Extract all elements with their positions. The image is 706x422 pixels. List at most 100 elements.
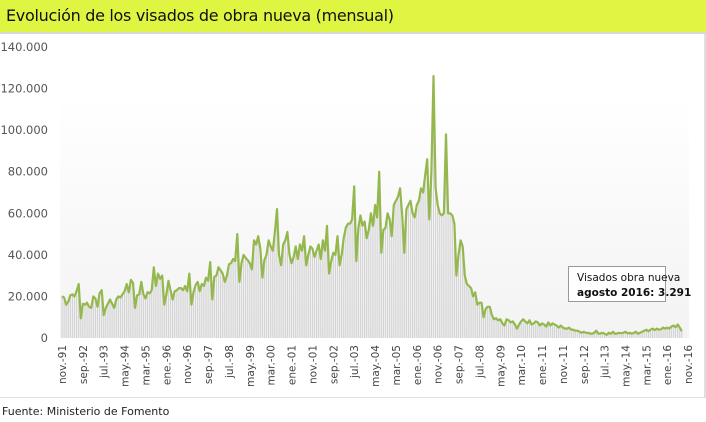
month-bar (130, 279, 132, 338)
month-bar (88, 306, 90, 338)
month-bar (393, 204, 395, 338)
month-bar (395, 200, 397, 338)
month-bar (466, 283, 468, 338)
month-bar (190, 304, 192, 338)
month-bar (334, 254, 336, 338)
month-bar (257, 236, 259, 338)
chart-title: Evolución de los visados de obra nueva (… (6, 6, 394, 25)
month-bar (324, 250, 326, 338)
month-bar (176, 290, 178, 338)
month-bar (374, 204, 376, 338)
month-bar (585, 332, 587, 338)
month-bar (397, 196, 399, 338)
source-note: Fuente: Ministerio de Fomento (2, 405, 170, 418)
month-bar (282, 244, 284, 338)
month-bar (228, 264, 230, 338)
month-bar (172, 299, 174, 338)
month-bar (355, 261, 357, 338)
month-bar (65, 304, 67, 338)
x-tick-label: nov.-96 (182, 345, 194, 384)
y-tick-label: 120.000 (0, 82, 48, 96)
x-tick-label: ene.-16 (662, 345, 674, 385)
month-bar (482, 317, 485, 338)
month-bar (420, 188, 422, 338)
month-bar (633, 332, 635, 338)
month-bar (132, 282, 134, 338)
month-bar (142, 294, 144, 338)
month-bar (649, 329, 652, 338)
month-bar (533, 323, 535, 338)
month-bar (349, 223, 351, 338)
month-bar (508, 320, 510, 338)
x-tick-label: nov.-01 (307, 345, 319, 384)
month-bar (197, 281, 199, 338)
month-bar (288, 254, 291, 338)
month-bar (226, 275, 228, 338)
month-bar (399, 188, 401, 338)
x-tick-label: sep.-97 (203, 345, 215, 384)
month-bar (213, 276, 215, 338)
month-bar (428, 219, 430, 338)
month-bar (614, 333, 616, 338)
x-tick-label: sep.-07 (454, 345, 466, 384)
x-tick-label: may.-99 (245, 345, 257, 387)
month-bar (121, 294, 124, 338)
month-bar (382, 229, 384, 338)
month-bar (654, 330, 656, 338)
month-bar (153, 267, 155, 338)
month-bar (274, 231, 276, 338)
month-bar (462, 246, 464, 338)
month-bar (491, 315, 493, 338)
month-bar (672, 325, 675, 338)
month-bar (570, 329, 572, 338)
month-bar (207, 280, 209, 338)
month-bar (641, 331, 643, 338)
month-bar (551, 323, 554, 338)
month-bar (309, 246, 311, 338)
title-bar: Evolución de los visados de obra nueva (… (0, 0, 706, 32)
month-bar (146, 292, 149, 338)
month-bar (128, 292, 130, 338)
month-bar (215, 275, 218, 338)
month-bar (105, 307, 107, 338)
month-bar (98, 293, 101, 338)
month-bar (478, 302, 480, 338)
month-bar (499, 319, 501, 338)
month-bar (522, 319, 524, 338)
month-bar (232, 259, 234, 338)
month-bar (505, 319, 508, 338)
month-bar (357, 227, 359, 338)
month-bar (495, 318, 497, 338)
month-bar (524, 321, 526, 338)
month-bar (637, 333, 639, 338)
month-bar (307, 254, 309, 338)
month-bar (470, 288, 472, 338)
month-bar (351, 219, 353, 338)
divider-top (0, 32, 706, 34)
month-bar (253, 240, 255, 338)
month-bar (332, 252, 334, 338)
month-bar (566, 328, 568, 338)
month-bar (376, 217, 378, 338)
month-bar (572, 329, 574, 338)
month-bar (407, 204, 410, 338)
month-bar (211, 299, 213, 338)
x-tick-label: nov.-91 (57, 345, 69, 384)
month-bar (245, 257, 247, 338)
month-bar (270, 246, 272, 338)
x-tick-label: nov.-16 (683, 345, 695, 384)
month-bar (94, 298, 96, 338)
month-bar (92, 296, 94, 338)
month-bar (255, 244, 257, 338)
month-bar (330, 261, 332, 338)
month-bar (313, 256, 316, 338)
month-bar (664, 328, 666, 338)
x-tick-label: jul.-13 (600, 345, 612, 379)
month-bar (284, 240, 286, 338)
month-bar (322, 240, 324, 338)
month-bar (199, 291, 201, 338)
month-bar (528, 320, 531, 338)
month-bar (78, 283, 80, 338)
month-bar (103, 315, 105, 338)
